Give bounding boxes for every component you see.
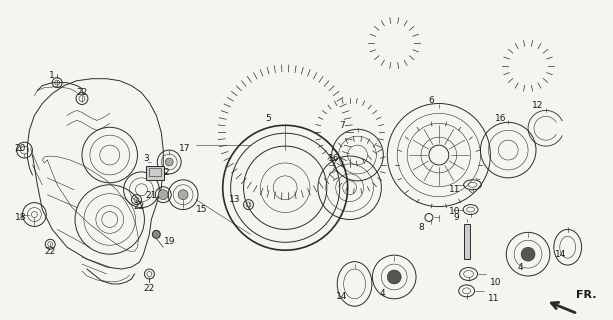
Text: 18: 18 — [15, 213, 26, 222]
Circle shape — [166, 158, 173, 166]
Text: 10: 10 — [449, 207, 460, 216]
Bar — [463, 224, 470, 259]
Text: 2: 2 — [163, 168, 169, 177]
Text: 6: 6 — [428, 96, 434, 105]
Text: 10: 10 — [490, 278, 502, 287]
Text: 14: 14 — [336, 292, 348, 301]
Text: 17: 17 — [179, 144, 191, 153]
Text: 11: 11 — [489, 294, 500, 303]
Text: FR.: FR. — [576, 290, 596, 300]
Text: 19: 19 — [164, 237, 176, 246]
Text: 3: 3 — [143, 154, 149, 163]
Text: 22: 22 — [134, 202, 145, 211]
Text: 15: 15 — [196, 205, 207, 214]
Bar — [150, 168, 161, 176]
Text: 4: 4 — [517, 263, 523, 272]
Bar — [147, 166, 164, 180]
Text: 13: 13 — [229, 195, 240, 204]
Text: 21: 21 — [145, 191, 156, 200]
Text: 12: 12 — [532, 101, 544, 110]
Text: 5: 5 — [265, 114, 271, 123]
Circle shape — [178, 190, 188, 200]
Text: 16: 16 — [328, 154, 340, 163]
Circle shape — [153, 230, 160, 238]
Text: 4: 4 — [379, 289, 385, 298]
Text: 16: 16 — [495, 114, 506, 123]
Circle shape — [521, 247, 535, 261]
Text: 11: 11 — [449, 185, 460, 194]
Text: 22: 22 — [144, 284, 155, 293]
Text: 9: 9 — [453, 213, 459, 222]
Circle shape — [158, 190, 168, 200]
Text: 8: 8 — [418, 223, 424, 232]
Text: 1: 1 — [50, 71, 55, 80]
Text: 20: 20 — [15, 144, 26, 153]
Text: 7: 7 — [339, 121, 345, 130]
Circle shape — [387, 270, 401, 284]
Text: 22: 22 — [45, 247, 56, 256]
Text: 22: 22 — [77, 88, 88, 97]
Text: 14: 14 — [555, 250, 566, 259]
